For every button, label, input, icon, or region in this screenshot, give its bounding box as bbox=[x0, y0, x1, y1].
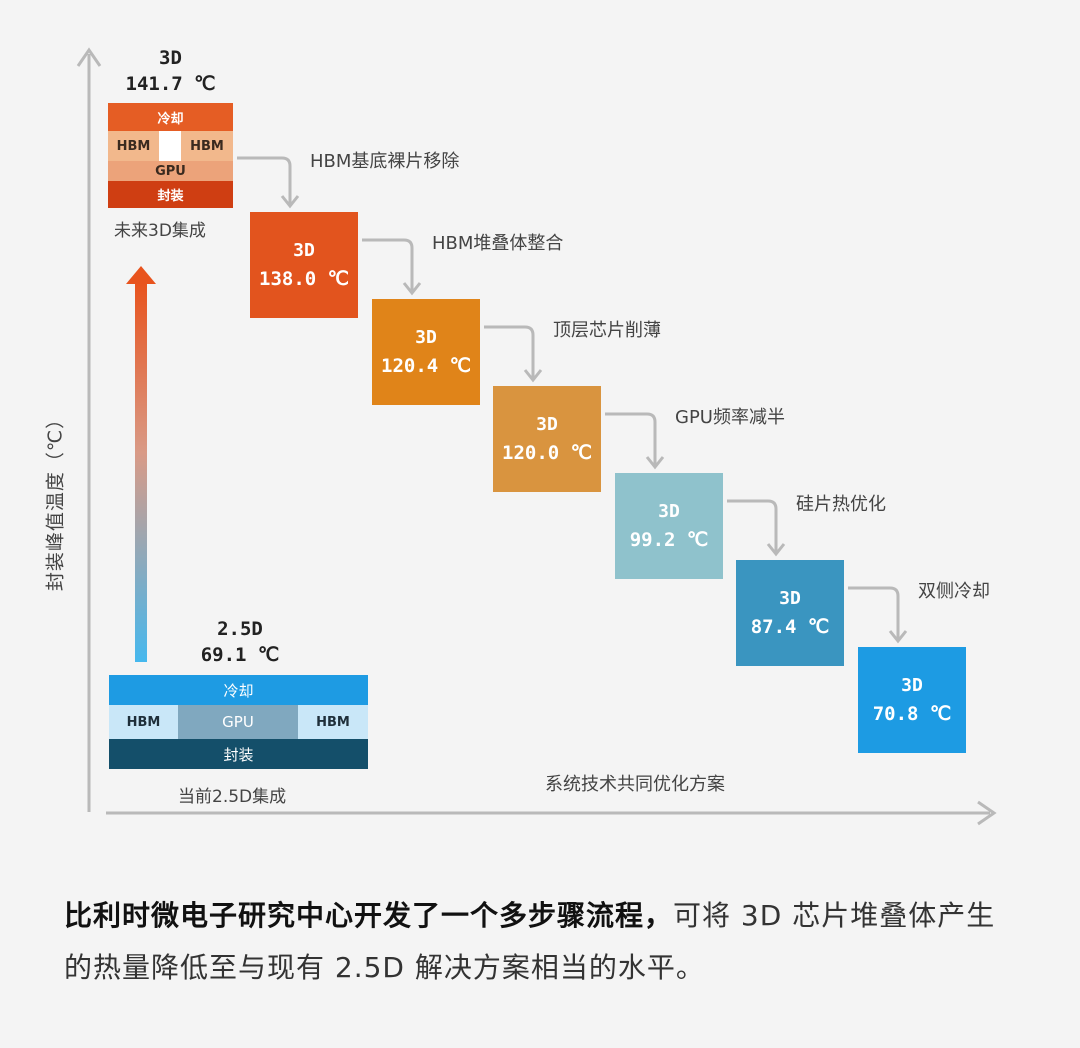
future-3d-caption: 未来3D集成 bbox=[114, 221, 206, 241]
step-connector-2 bbox=[362, 238, 422, 296]
future-3d-header: 3D 141.7 ℃ bbox=[108, 45, 233, 97]
description-bold: 比利时微电子研究中心开发了一个多步骤流程， bbox=[64, 899, 674, 932]
current-25d-header: 2.5D 69.1 ℃ bbox=[185, 616, 295, 668]
future-gpu-layer: GPU bbox=[108, 161, 233, 181]
step-type: 3D bbox=[293, 240, 315, 261]
x-axis-label: 系统技术共同优化方案 bbox=[545, 774, 725, 795]
current-hbm-left: HBM bbox=[109, 705, 178, 739]
step-box-3: 3D 120.0 ℃ bbox=[493, 386, 601, 492]
step-box-2: 3D 120.4 ℃ bbox=[372, 299, 480, 405]
step-box-1: 3D 138.0 ℃ bbox=[250, 212, 358, 318]
step-temp: 138.0 ℃ bbox=[259, 268, 349, 290]
temperature-rise-arrow bbox=[126, 266, 156, 662]
step-box-6: 3D 70.8 ℃ bbox=[858, 647, 966, 753]
future-3d-temp: 141.7 ℃ bbox=[125, 73, 216, 95]
step-label-6: 双侧冷却 bbox=[918, 581, 990, 602]
step-temp: 120.4 ℃ bbox=[381, 355, 471, 377]
step-connector-5 bbox=[727, 499, 786, 557]
step-temp: 87.4 ℃ bbox=[750, 616, 830, 638]
current-25d-caption: 当前2.5D集成 bbox=[178, 787, 287, 807]
step-label-1: HBM基底裸片移除 bbox=[310, 151, 460, 172]
current-package-layer: 封装 bbox=[109, 739, 368, 769]
future-3d-type: 3D bbox=[159, 47, 182, 69]
step-connector-3 bbox=[484, 325, 543, 383]
step-connector-1 bbox=[237, 156, 300, 209]
step-box-4: 3D 99.2 ℃ bbox=[615, 473, 723, 579]
x-axis bbox=[106, 800, 997, 826]
step-label-5: 硅片热优化 bbox=[796, 494, 886, 515]
current-hbm-right: HBM bbox=[298, 705, 368, 739]
step-type: 3D bbox=[415, 327, 437, 348]
current-25d-temp: 69.1 ℃ bbox=[200, 644, 280, 666]
step-type: 3D bbox=[901, 675, 923, 696]
step-temp: 99.2 ℃ bbox=[629, 529, 709, 551]
step-type: 3D bbox=[658, 501, 680, 522]
step-label-3: 顶层芯片削薄 bbox=[553, 320, 661, 341]
step-label-4: GPU频率减半 bbox=[675, 407, 785, 428]
step-type: 3D bbox=[779, 588, 801, 609]
step-label-2: HBM堆叠体整合 bbox=[432, 233, 564, 254]
step-temp: 70.8 ℃ bbox=[872, 703, 952, 725]
step-type: 3D bbox=[536, 414, 558, 435]
future-package-layer: 封装 bbox=[108, 181, 233, 208]
y-axis-label: 封装峰值温度（℃） bbox=[44, 408, 67, 592]
future-hbm-right: HBM bbox=[181, 131, 233, 161]
future-gap bbox=[159, 131, 181, 161]
step-temp: 120.0 ℃ bbox=[502, 442, 592, 464]
current-gpu-layer: GPU bbox=[178, 705, 298, 739]
future-cooling-layer: 冷却 bbox=[108, 103, 233, 131]
step-connector-4 bbox=[605, 412, 665, 470]
description-text: 比利时微电子研究中心开发了一个多步骤流程，可将 3D 芯片堆叠体产生的热量降低至… bbox=[64, 890, 1024, 994]
y-axis bbox=[76, 47, 102, 812]
future-hbm-left: HBM bbox=[108, 131, 159, 161]
step-connector-6 bbox=[848, 586, 908, 644]
current-25d-type: 2.5D bbox=[217, 618, 263, 640]
description-normal: 可将 3D 芯片堆叠体产生的热量降低至与现有 2.5D 解决方案相当的水平。 bbox=[64, 899, 996, 984]
current-cooling-layer: 冷却 bbox=[109, 675, 368, 705]
step-box-5: 3D 87.4 ℃ bbox=[736, 560, 844, 666]
